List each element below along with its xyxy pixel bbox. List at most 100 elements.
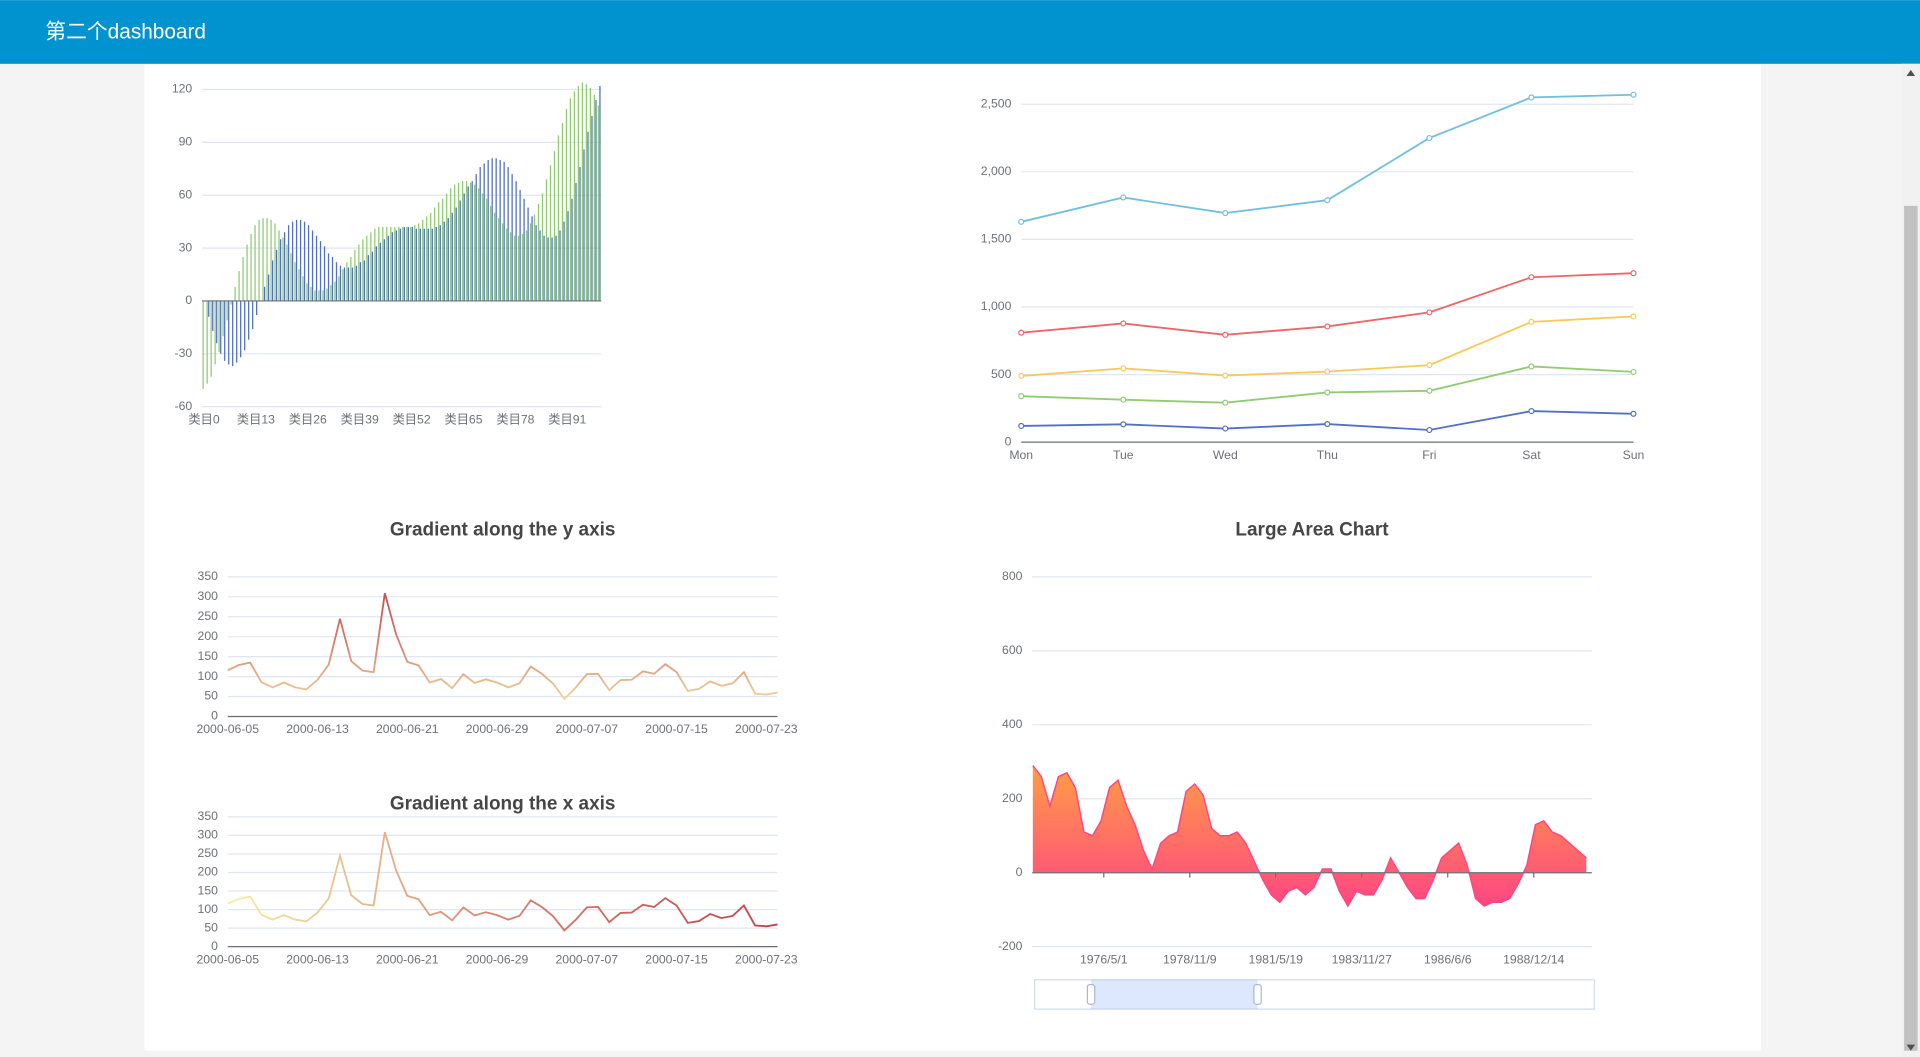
bar <box>346 262 348 301</box>
bar <box>307 225 310 301</box>
bar <box>561 122 564 301</box>
y-tick-label: 250 <box>198 846 219 860</box>
bar <box>475 174 477 301</box>
chart-title: Gradient along the x axis <box>390 794 616 815</box>
bar <box>386 226 388 301</box>
bar <box>355 265 358 301</box>
bar <box>248 300 250 340</box>
point <box>1324 420 1331 428</box>
y-tick-label: 200 <box>198 629 219 643</box>
bar <box>549 165 552 301</box>
bar <box>511 174 513 301</box>
bar <box>491 158 493 301</box>
scroll-up-arrow[interactable] <box>1906 69 1916 77</box>
bar <box>447 218 449 301</box>
bar <box>547 237 549 301</box>
bar <box>443 221 445 301</box>
bar <box>378 226 380 301</box>
bar <box>569 98 572 301</box>
scroll-down-arrow[interactable] <box>1906 1044 1916 1051</box>
bar <box>469 182 472 301</box>
bar <box>577 85 580 301</box>
bar <box>351 267 354 301</box>
bar <box>493 212 496 301</box>
bar <box>314 290 316 301</box>
bar <box>533 214 536 301</box>
bar <box>430 212 432 301</box>
point <box>1222 425 1229 432</box>
y-tick-label: 1,000 <box>981 299 1012 313</box>
bar <box>370 232 372 301</box>
bar <box>451 212 453 301</box>
bar <box>212 300 214 331</box>
bar <box>503 161 505 301</box>
bar <box>563 221 565 301</box>
bar <box>242 256 244 301</box>
bar <box>334 281 336 301</box>
bar <box>505 228 508 301</box>
line <box>227 592 778 701</box>
bar <box>302 276 304 301</box>
bar <box>418 223 420 301</box>
bar <box>282 237 284 301</box>
point <box>1426 309 1433 316</box>
x-tick-label: 2000-06-29 <box>466 722 529 736</box>
point <box>1018 393 1025 400</box>
point <box>1426 134 1433 142</box>
bar <box>517 235 520 301</box>
zoom-handle[interactable] <box>1086 984 1096 1005</box>
point <box>1324 389 1331 396</box>
bar <box>539 230 541 301</box>
bar <box>331 256 334 301</box>
y-tick-label: 50 <box>204 920 218 934</box>
point <box>1222 331 1229 338</box>
bar <box>238 270 240 301</box>
bar <box>240 300 242 358</box>
x-tick-label: Thu <box>1317 448 1338 462</box>
point <box>1222 399 1229 406</box>
bar <box>383 239 386 301</box>
zoom-slider[interactable] <box>1034 979 1595 1010</box>
bar <box>274 223 276 301</box>
zoom-handle[interactable] <box>1253 984 1262 1005</box>
scrollbar-thumb[interactable] <box>1904 205 1918 1051</box>
y-tick-label: 400 <box>1002 717 1023 731</box>
x-tick-label: 类目91 <box>548 412 586 426</box>
x-tick-label: 类目52 <box>393 412 431 426</box>
bar <box>407 226 409 301</box>
bar <box>283 232 286 301</box>
x-tick-label: 2000-07-07 <box>556 952 619 966</box>
bar <box>252 300 254 330</box>
bar <box>315 235 318 301</box>
bar <box>226 300 228 321</box>
bar <box>479 167 481 301</box>
x-tick-label: Wed <box>1213 448 1238 462</box>
bar <box>394 226 396 301</box>
bar <box>509 232 512 301</box>
bar <box>266 218 268 301</box>
bar <box>573 91 576 301</box>
x-tick-label: 2000-06-13 <box>286 952 349 966</box>
y-tick-label: 0 <box>1005 434 1012 448</box>
bar <box>495 158 497 301</box>
bar <box>446 193 448 301</box>
bar <box>358 244 360 301</box>
bar <box>461 181 464 301</box>
bar <box>477 188 480 301</box>
point <box>1630 313 1637 320</box>
bar <box>256 300 258 316</box>
x-tick-label: 1976/5/1 <box>1080 952 1128 966</box>
bar <box>431 228 433 301</box>
x-tick-label: 2000-07-15 <box>645 952 708 966</box>
x-tick-label: 类目39 <box>341 412 379 426</box>
bar <box>363 260 366 301</box>
bar <box>319 241 322 301</box>
bar <box>290 253 292 301</box>
bar <box>585 84 588 301</box>
zoom-window[interactable] <box>1091 979 1258 1010</box>
bar <box>583 149 585 301</box>
y-tick-label: -30 <box>175 346 193 360</box>
bar <box>579 167 581 301</box>
y-tick-label: 2,000 <box>981 164 1012 178</box>
